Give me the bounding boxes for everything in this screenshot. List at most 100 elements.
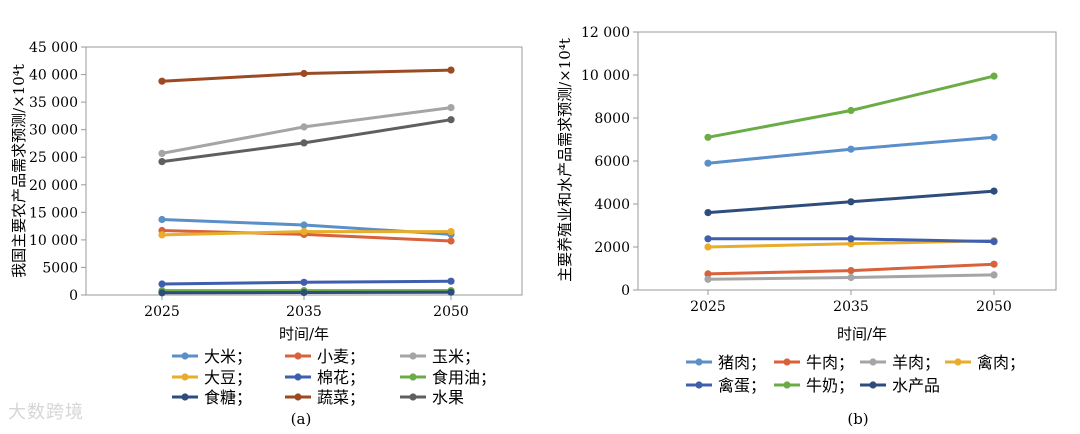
a-series-point-7 (300, 69, 308, 78)
a-series-point-8 (447, 116, 455, 124)
b-x-tick-label: 2025 (690, 299, 726, 315)
a-legend-item: 玉米； (400, 347, 480, 366)
a-series-point-2 (447, 104, 455, 112)
a-y-tick-label: 35 000 (29, 95, 78, 111)
a-legend-swatch-marker (181, 393, 189, 401)
a-legend-swatch-marker (294, 373, 302, 381)
b-series-point-3 (704, 243, 712, 251)
panel-a-legend: 大米； 小麦； 玉米； 大豆； 棉花； 食用油； 食糖； 蔬菜； 水果 (172, 347, 496, 407)
b-legend-label: 猪肉； (718, 353, 766, 372)
a-series-point-2 (158, 149, 166, 157)
a-series-point-4 (300, 278, 308, 286)
a-legend-swatch-marker (409, 373, 417, 381)
b-legend-swatch-marker (695, 381, 703, 389)
a-series-point-6 (158, 289, 166, 297)
b-legend-label: 水产品 (892, 376, 940, 395)
a-series-point-7 (158, 77, 166, 85)
b-y-tick-label: 2000 (594, 240, 630, 256)
a-x-tick-label: 2035 (286, 304, 322, 320)
a-series-point-8 (300, 139, 308, 147)
b-legend-label: 牛奶； (806, 376, 854, 395)
b-legend-item: 禽蛋； (686, 376, 766, 395)
a-series-point-0 (300, 221, 308, 229)
b-series-point-0 (990, 133, 998, 141)
a-legend-swatch-marker (409, 352, 417, 360)
panel-a-series (158, 66, 455, 297)
a-series-line-2 (161, 106, 452, 155)
b-series-point-1 (847, 267, 855, 275)
a-series-point-3 (300, 228, 308, 236)
panel-b-legend: 猪肉； 牛肉； 羊肉； 禽肉； 禽蛋； 牛奶； 水产品 (686, 353, 1025, 395)
a-legend-item: 大豆； (172, 368, 252, 387)
b-series-line-5 (707, 74, 995, 139)
b-series-point-4 (847, 235, 855, 243)
b-legend-label: 禽肉； (977, 353, 1025, 372)
b-legend-swatch-marker (954, 358, 962, 366)
a-y-tick-label: 15 000 (29, 205, 78, 221)
a-series-point-7 (447, 66, 455, 74)
b-x-tick-label: 2050 (976, 299, 1012, 315)
b-legend-item: 猪肉； (686, 353, 766, 372)
a-legend-item: 蔬菜； (285, 388, 365, 407)
a-legend-swatch-marker (181, 373, 189, 381)
panel-b-plot-frame (637, 31, 1057, 291)
b-y-tick-label: 12 000 (581, 25, 630, 41)
panel-a-plot-frame (85, 46, 523, 296)
a-series-point-2 (300, 123, 308, 131)
a-legend-item: 食糖； (172, 388, 252, 407)
panel-a-x-axis-label: 时间/年 (279, 325, 329, 343)
a-x-tick-label: 2050 (433, 304, 469, 320)
a-legend-swatch-marker (294, 352, 302, 360)
b-legend-item: 羊肉； (860, 353, 940, 372)
panel-a: 0 5000 10 000 15 000 20 000 25 000 30 000 35 00… (10, 40, 523, 428)
b-series-point-2 (990, 271, 998, 279)
b-series-point-0 (847, 145, 855, 153)
panel-b-series (704, 72, 998, 283)
a-legend-label: 玉米； (432, 347, 480, 366)
b-series-point-5 (704, 133, 712, 141)
a-series-point-4 (447, 277, 455, 285)
panel-b-y-axis-label: 主要养殖业和水产品需求预测/×10⁴t (556, 38, 574, 282)
a-legend-label: 大豆； (204, 368, 252, 387)
a-series-point-3 (158, 231, 166, 239)
panel-b-x-ticks: 2025 2035 2050 (690, 290, 1012, 315)
b-series-point-1 (704, 270, 712, 278)
b-legend-swatch-marker (869, 381, 877, 389)
b-series-point-0 (704, 159, 712, 167)
a-series-point-8 (158, 158, 166, 166)
panel-a-y-axis-label: 我国主要农产品需求预测/×10⁴t (10, 64, 28, 278)
b-series-point-6 (704, 209, 712, 217)
b-legend-swatch-marker (783, 381, 791, 389)
b-series-point-6 (990, 187, 998, 195)
b-y-tick-label: 8000 (594, 111, 630, 127)
b-legend-label: 禽蛋； (718, 376, 766, 395)
a-legend-label: 蔬菜； (317, 388, 365, 407)
panel-b-y-ticks: 0 2000 4000 6000 8000 10 000 12 000 (581, 25, 638, 299)
b-series-point-4 (990, 238, 998, 246)
a-legend-swatch-marker (409, 393, 417, 401)
a-legend-item: 水果 (400, 388, 464, 407)
b-x-tick-label: 2035 (833, 299, 869, 315)
b-legend-item: 禽肉； (945, 353, 1025, 372)
a-x-tick-label: 2025 (144, 304, 180, 320)
a-y-tick-label: 0 (69, 288, 78, 304)
b-series-point-1 (990, 260, 998, 268)
b-series-point-5 (847, 106, 855, 115)
a-legend-label: 大米； (204, 347, 252, 366)
b-series-point-2 (847, 273, 855, 282)
watermark: 大数跨境 (8, 402, 84, 423)
a-legend-item: 小麦； (285, 347, 365, 366)
a-legend-swatch-marker (294, 393, 302, 401)
b-series-point-2 (704, 275, 712, 283)
a-y-tick-label: 45 000 (29, 40, 78, 56)
b-y-tick-label: 4000 (594, 197, 630, 213)
b-legend-item: 牛肉； (774, 353, 854, 372)
panel-b-label: (b) (847, 410, 868, 428)
a-y-tick-label: 40 000 (29, 68, 78, 84)
panel-a-x-ticks: 2025 2035 2050 (144, 295, 469, 320)
b-legend-swatch-marker (869, 358, 877, 366)
a-series-point-6 (300, 288, 308, 297)
panel-a-label: (a) (291, 410, 312, 428)
panel-b-x-axis-label: 时间/年 (837, 325, 887, 343)
